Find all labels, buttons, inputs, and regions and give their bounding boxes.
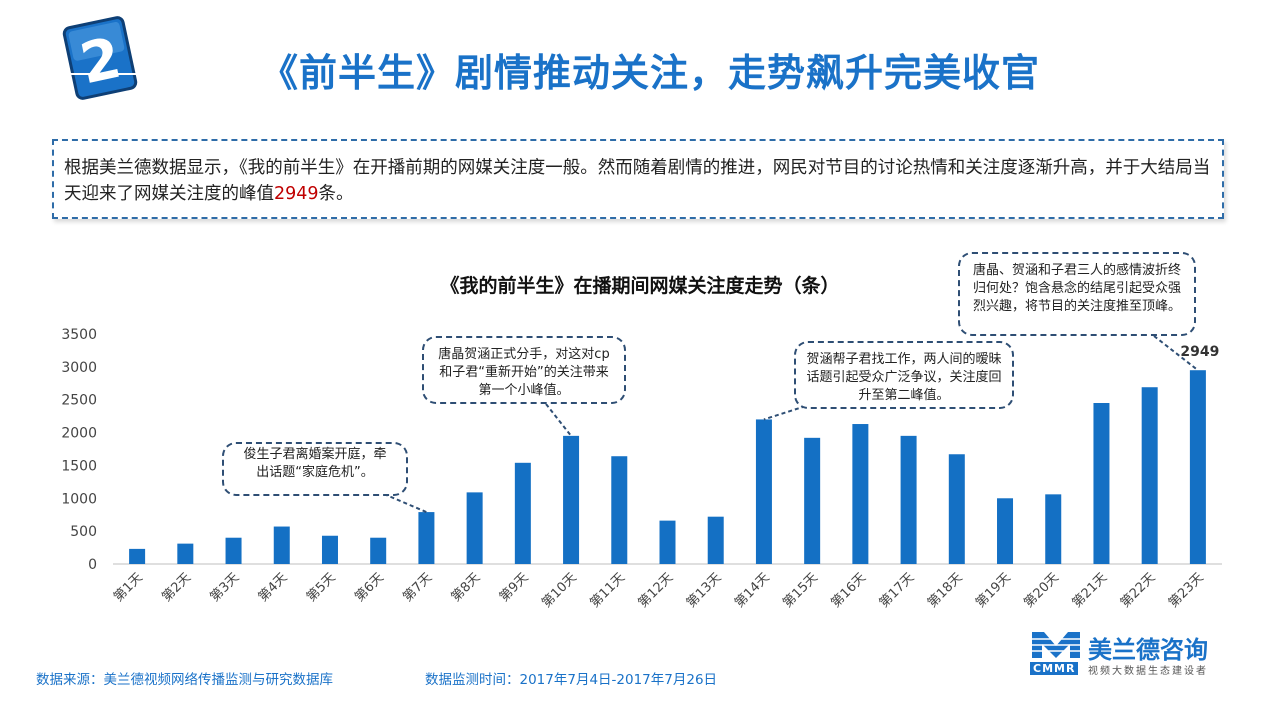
intro-box: 根据美兰德数据显示，《我的前半生》在开播前期的网媒关注度一般。然而随着剧情的推进… [52,139,1224,219]
y-tick-label: 500 [70,524,97,540]
bar-第21天 [1093,403,1110,564]
x-tick-label: 第9天 [497,570,532,605]
x-tick-label: 第16天 [829,570,870,611]
monitoring-period-note: 数据监测时间：2017年7月4日-2017年7月26日 [425,672,718,688]
bar-第13天 [707,516,724,564]
annotation-leader-line [1153,335,1199,371]
x-tick-label: 第13天 [684,570,725,611]
x-tick-label: 第2天 [159,570,194,605]
x-tick-label: 第4天 [256,570,291,605]
x-tick-label: 第20天 [1021,570,1062,611]
bar-第16天 [852,424,869,564]
bar-第8天 [466,492,483,564]
x-tick-label: 第14天 [732,570,773,611]
annotation-callout-day14: 贺涵帮子君找工作，两人间的暧昧话题引起受众广泛争议，关注度回升至第二峰值。 [794,341,1014,409]
bar-第10天 [563,435,580,564]
bar-第17天 [900,435,917,564]
annotation-leader-line [545,403,572,437]
x-tick-label: 第1天 [111,570,146,605]
bar-第1天 [129,548,146,564]
intro-text: 根据美兰德数据显示，《我的前半生》在开播前期的网媒关注度一般。然而随着剧情的推进… [64,155,1214,207]
intro-peak-value: 2949 [274,184,319,204]
bar-第20天 [1045,494,1062,564]
y-tick-label: 2000 [61,426,97,442]
x-tick-label: 第5天 [304,570,339,605]
y-tick-label: 0 [88,557,97,573]
bar-第5天 [321,535,338,564]
bar-第7天 [418,512,435,564]
bar-第23天 [1189,370,1206,564]
x-tick-label: 第21天 [1070,570,1111,611]
chart-title: 《我的前半生》在播期间网媒关注度走势（条） [440,274,839,297]
bar-第4天 [273,526,290,564]
x-tick-label: 第23天 [1166,570,1207,611]
y-tick-label: 1500 [61,458,97,474]
annotation-leader-line [383,493,427,514]
x-tick-label: 第7天 [400,570,435,605]
logo-abbr: CMMR [1030,662,1079,675]
bar-第18天 [948,454,965,564]
annotation-callout-day23: 唐晶、贺涵和子君三人的感情波折终归何处？饱含悬念的结尾引起受众强烈兴趣，将节目的… [958,252,1196,336]
x-tick-label: 第15天 [780,570,821,611]
x-tick-label: 第8天 [449,570,484,605]
logo-tagline: 视频大数据生态建设者 [1088,666,1208,677]
bar-第3天 [225,537,242,564]
peak-data-label: 2949 [1180,344,1219,360]
logo-m-icon [1032,632,1080,658]
logo-name: 美兰德咨询 [1088,636,1208,664]
x-tick-label: 第22天 [1118,570,1159,611]
intro-text-main: 根据美兰德数据显示，《我的前半生》在开播前期的网媒关注度一般。然而随着剧情的推进… [64,158,1211,204]
intro-text-end: 条。 [318,184,354,204]
cmmr-logo: 美兰德咨询 CMMR 视频大数据生态建设者 [1030,630,1240,680]
bar-第15天 [804,437,821,564]
y-tick-label: 3000 [61,360,97,376]
x-tick-label: 第6天 [352,570,387,605]
bar-第19天 [997,498,1014,564]
bar-第9天 [514,462,531,564]
bar-第22天 [1141,387,1158,564]
x-tick-label: 第17天 [877,570,918,611]
page-title: 《前半生》剧情推动关注，走势飙升完美收官 [259,51,1040,95]
x-tick-label: 第18天 [925,570,966,611]
y-tick-label: 3500 [61,327,97,343]
x-tick-label: 第12天 [636,570,677,611]
annotation-callout-day7: 俊生子君离婚案开庭，牵出话题“家庭危机”。 [222,442,408,496]
y-tick-label: 2500 [61,393,97,409]
section-number-badge: 2 [62,16,138,100]
bar-第12天 [659,520,676,564]
data-source-note: 数据来源：美兰德视频网络传播监测与研究数据库 [36,672,333,688]
x-tick-label: 第19天 [973,570,1014,611]
attention-bar-chart: 《我的前半生》在播期间网媒关注度走势（条） 0 500 1000 1500 2000 25… [61,274,1222,611]
x-tick-label: 第3天 [208,570,243,605]
x-tick-label: 第11天 [587,570,628,611]
y-tick-label: 1000 [61,491,97,507]
annotation-callout-day10: 唐晶贺涵正式分手，对这对cp和子君“重新开始”的关注带来第一个小峰值。 [422,336,626,404]
bar-第2天 [177,543,194,564]
x-tick-label: 第10天 [539,570,580,611]
bar-第14天 [755,419,772,564]
bar-第11天 [611,456,628,564]
bar-第6天 [370,537,387,564]
